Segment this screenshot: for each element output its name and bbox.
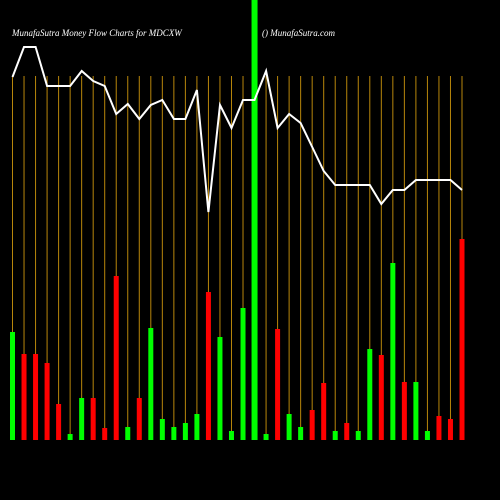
bar: [344, 423, 350, 440]
watermark: () MunafaSutra.com: [262, 28, 335, 38]
bar: [171, 427, 177, 440]
bar: [367, 349, 373, 440]
bar: [321, 383, 327, 440]
bar: [148, 328, 154, 440]
chart-title: MunafaSutra Money Flow Charts for MDCXW: [11, 28, 183, 38]
bar: [79, 398, 85, 440]
bar: [113, 276, 119, 440]
bar: [447, 419, 453, 440]
bar: [332, 431, 338, 440]
bar: [413, 382, 419, 440]
bar: [298, 427, 304, 440]
bar: [436, 416, 442, 440]
bar: [56, 404, 62, 440]
bar: [217, 337, 223, 440]
bar: [194, 414, 200, 440]
bar: [459, 239, 465, 440]
bar: [286, 414, 292, 440]
bar: [21, 354, 27, 440]
bar: [355, 431, 361, 440]
bar: [10, 332, 15, 440]
bar: [263, 434, 269, 440]
bar: [125, 427, 131, 440]
bar: [67, 434, 73, 440]
bar: [159, 419, 165, 440]
money-flow-line: [11, 46, 463, 213]
bar: [136, 398, 142, 440]
bar: [401, 382, 407, 440]
bar: [275, 329, 281, 440]
bar: [240, 308, 246, 440]
bar: [424, 431, 430, 440]
bar: [44, 363, 50, 440]
bar: [90, 398, 96, 440]
bar: [390, 263, 396, 440]
bar: [182, 423, 188, 440]
bar: [309, 410, 315, 440]
bar: [205, 292, 211, 440]
bar: [102, 428, 108, 440]
bar: [378, 355, 384, 440]
bar: [228, 431, 234, 440]
bar: [33, 354, 39, 440]
highlight-line: [251, 0, 258, 440]
